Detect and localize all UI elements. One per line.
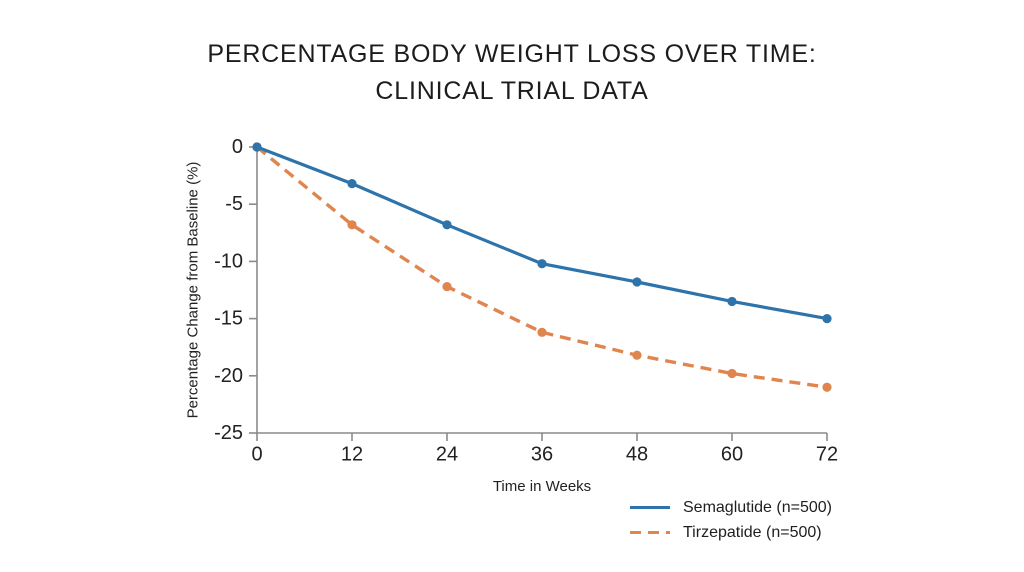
x-tick-label: 0 xyxy=(251,444,262,466)
data-point-marker xyxy=(822,382,832,392)
tirzepatide-line-swatch xyxy=(630,530,670,535)
data-point-marker xyxy=(347,220,357,230)
semaglutide-line xyxy=(256,145,828,321)
semaglutide-line-swatch xyxy=(630,505,670,510)
data-point-marker xyxy=(632,277,642,287)
x-tick-label: 60 xyxy=(721,444,743,466)
legend: Semaglutide (n=500) Tirzepatide (n=500) xyxy=(630,495,832,545)
chart-title-line1: PERCENTAGE BODY WEIGHT LOSS OVER TIME: xyxy=(207,40,817,68)
y-tick-label: -20 xyxy=(214,365,243,387)
x-axis-label: Time in Weeks xyxy=(492,478,592,495)
x-tick-label: 36 xyxy=(531,444,553,466)
data-point-marker xyxy=(727,368,737,379)
legend-label-semaglutide: Semaglutide (n=500) xyxy=(683,498,832,516)
x-tick-label: 24 xyxy=(436,444,458,466)
y-tick-label: 0 xyxy=(232,136,243,158)
legend-item-tirzepatide: Tirzepatide (n=500) xyxy=(630,520,832,545)
y-tick-label: -25 xyxy=(214,422,243,444)
y-tick-label: -15 xyxy=(214,308,243,330)
x-tick-label: 48 xyxy=(626,444,648,466)
legend-item-semaglutide: Semaglutide (n=500) xyxy=(630,495,832,520)
data-point-marker xyxy=(632,350,642,360)
data-point-marker xyxy=(442,220,452,230)
y-tick-label: -5 xyxy=(225,193,243,215)
y-tick-label: -10 xyxy=(214,250,243,272)
data-point-marker xyxy=(537,327,547,337)
x-tick-label: 72 xyxy=(816,444,838,466)
x-tick-label: 12 xyxy=(341,444,363,466)
chart-title-line2: CLINICAL TRIAL DATA xyxy=(375,77,649,105)
chart-title: PERCENTAGE BODY WEIGHT LOSS OVER TIME: C… xyxy=(0,36,1024,110)
data-point-marker xyxy=(252,142,262,152)
data-point-marker xyxy=(347,179,357,189)
data-point-marker xyxy=(727,296,737,307)
data-point-marker xyxy=(537,259,547,269)
y-axis-label: Percentage Change from Baseline (%) xyxy=(184,161,202,419)
legend-label-tirzepatide: Tirzepatide (n=500) xyxy=(683,523,822,541)
data-point-marker xyxy=(822,314,832,324)
data-point-marker xyxy=(442,281,452,292)
